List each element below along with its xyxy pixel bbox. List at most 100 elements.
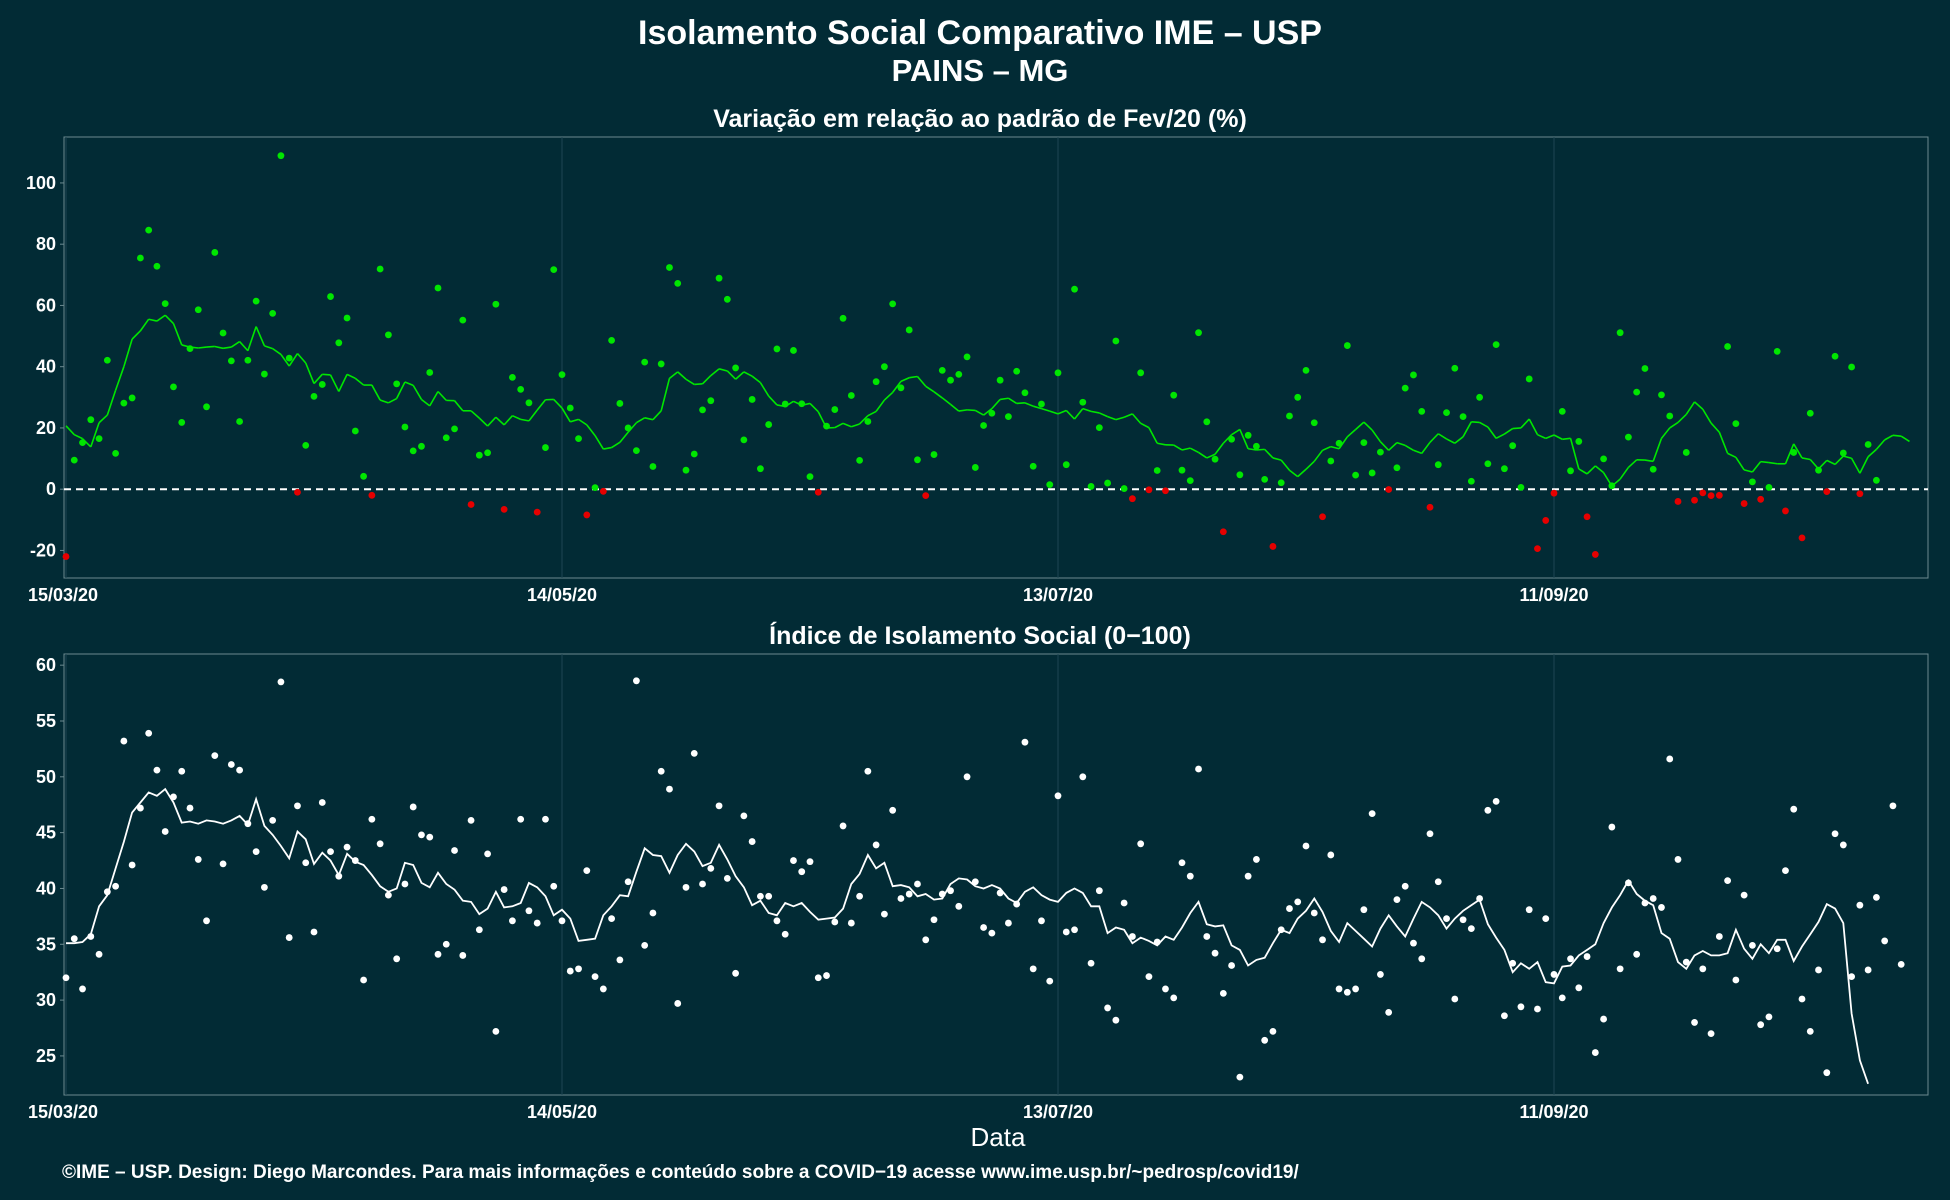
data-point [269, 310, 277, 317]
moving-average-segment [512, 414, 521, 421]
data-point [1749, 941, 1756, 949]
data-point [318, 381, 326, 388]
data-point [500, 506, 508, 513]
data-point [1740, 500, 1748, 507]
moving-average-segment [296, 352, 307, 364]
moving-average-segment [1264, 448, 1274, 459]
data-point [1798, 534, 1806, 542]
data-point [1649, 465, 1657, 473]
data-point [1195, 765, 1202, 773]
data-point [1542, 517, 1550, 524]
data-point [1244, 872, 1252, 880]
data-point [1335, 985, 1343, 993]
data-point [393, 955, 401, 963]
data-point [765, 421, 773, 428]
moving-average-segment [1032, 405, 1042, 410]
data-point [1567, 955, 1574, 963]
data-point [1038, 400, 1045, 408]
data-point [1782, 507, 1789, 515]
moving-average-segment [1859, 456, 1869, 474]
data-point [872, 378, 880, 386]
data-point [1393, 464, 1401, 472]
moving-average-segment [98, 414, 108, 424]
data-point [1219, 990, 1227, 997]
data-point [1377, 448, 1384, 456]
data-point [294, 802, 301, 810]
data-point [87, 416, 95, 424]
data-point [87, 933, 95, 940]
data-point [178, 767, 186, 775]
moving-average-segment [1107, 415, 1117, 421]
data-point [1062, 928, 1070, 936]
data-point [624, 424, 632, 432]
moving-average-segment [1330, 445, 1340, 450]
moving-average-segment [1627, 459, 1638, 469]
data-point [1773, 347, 1781, 355]
data-point [980, 924, 987, 931]
data-point [509, 917, 516, 925]
data-point [781, 930, 789, 938]
moving-average-segment [1710, 422, 1720, 433]
data-point [930, 451, 938, 458]
data-point [252, 848, 260, 856]
data-point [1608, 823, 1616, 831]
data-point [889, 300, 897, 308]
data-point [616, 400, 624, 407]
data-point [385, 891, 392, 899]
moving-average-segment [1297, 468, 1307, 478]
moving-average-segment [941, 397, 952, 405]
data-point [1782, 867, 1789, 874]
moving-average-segment [1173, 444, 1183, 451]
moving-average-segment [404, 381, 414, 387]
moving-average-segment [1718, 431, 1729, 454]
moving-average-segment [1041, 407, 1050, 412]
moving-average-segment [1016, 402, 1025, 405]
moving-average-segment [1305, 460, 1315, 470]
data-point [856, 457, 863, 464]
data-point [128, 394, 136, 402]
moving-average-segment [751, 375, 761, 384]
data-point [1302, 842, 1310, 850]
data-point [1740, 891, 1748, 899]
data-point [1815, 466, 1822, 474]
data-point [509, 374, 516, 381]
data-point [1749, 478, 1756, 486]
y-tick-label: 30 [36, 990, 56, 1010]
data-point [1426, 503, 1434, 511]
y-tick-label: 80 [36, 234, 56, 254]
data-point [1583, 513, 1591, 521]
data-point [327, 293, 334, 300]
data-point [847, 392, 855, 399]
data-point [1145, 486, 1153, 494]
index-panel: Índice de Isolamento Social (0−100) 15/0… [28, 621, 1929, 1122]
data-point [1707, 492, 1715, 500]
data-point [1467, 477, 1475, 485]
moving-average-segment [925, 385, 935, 393]
data-point [170, 383, 177, 391]
moving-average-segment [1900, 435, 1910, 443]
data-point [1443, 915, 1450, 922]
data-point [475, 926, 483, 934]
data-point [905, 326, 913, 334]
data-point [343, 314, 351, 322]
data-point [1732, 420, 1740, 428]
data-point [1839, 841, 1847, 849]
moving-average-segment [1586, 465, 1596, 475]
moving-average-segment [1206, 453, 1216, 459]
data-point [790, 857, 797, 864]
y-tick-label: 50 [36, 767, 56, 787]
y-tick-label: 40 [36, 878, 56, 898]
data-point [1666, 755, 1674, 763]
data-point [1203, 418, 1211, 426]
data-point [971, 878, 979, 886]
y-tick-label: 25 [36, 1046, 56, 1066]
data-point [1410, 371, 1417, 379]
data-point [740, 812, 748, 820]
data-point [451, 425, 458, 433]
data-point [922, 492, 930, 500]
data-point [1071, 285, 1078, 293]
moving-average-segment [453, 400, 464, 412]
data-point [442, 940, 450, 948]
data-point [914, 880, 921, 888]
data-point [1509, 959, 1517, 967]
